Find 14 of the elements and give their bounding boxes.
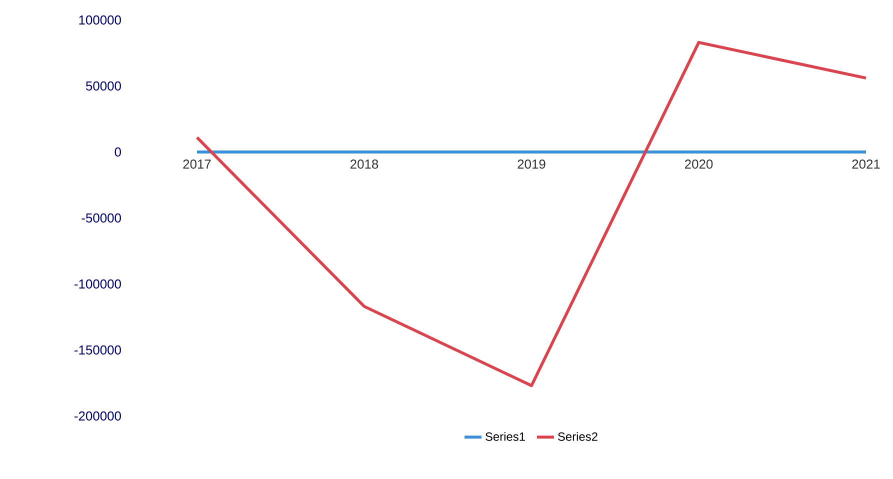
y-tick-label: 100000 xyxy=(79,15,121,25)
y-tick-label: -200000 xyxy=(74,411,121,421)
x-tick-label: 2017 xyxy=(183,160,211,169)
x-tick-label: 2021 xyxy=(852,160,880,169)
y-tick-label: 50000 xyxy=(86,81,121,91)
y-tick-label: -150000 xyxy=(74,345,121,355)
x-tick-label: 2020 xyxy=(685,160,713,169)
y-tick-label: 0 xyxy=(114,147,121,157)
legend-label: Series1 xyxy=(486,432,525,441)
legend-label: Series2 xyxy=(558,432,598,441)
y-tick-label: -50000 xyxy=(82,213,121,223)
x-tick-label: 2019 xyxy=(518,160,546,169)
y-tick-label: -100000 xyxy=(74,279,121,289)
x-tick-label: 2018 xyxy=(350,160,378,169)
